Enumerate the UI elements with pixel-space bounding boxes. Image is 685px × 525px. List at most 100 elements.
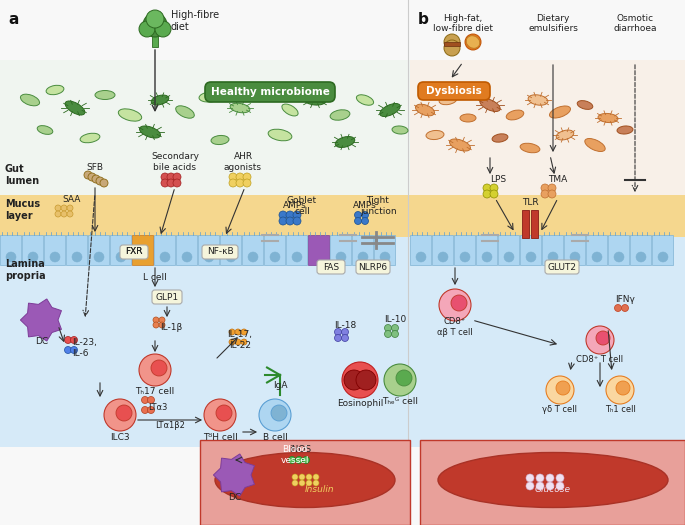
Bar	[608, 235, 629, 265]
Circle shape	[248, 252, 258, 262]
Circle shape	[55, 205, 61, 211]
Circle shape	[226, 252, 236, 262]
Circle shape	[592, 252, 602, 262]
Circle shape	[92, 175, 100, 183]
Circle shape	[483, 184, 491, 192]
Circle shape	[72, 252, 82, 262]
Circle shape	[416, 252, 426, 262]
Bar	[330, 235, 351, 265]
Circle shape	[299, 480, 305, 486]
Circle shape	[658, 252, 668, 262]
Circle shape	[64, 346, 71, 353]
Circle shape	[241, 339, 247, 345]
Ellipse shape	[230, 103, 250, 113]
Circle shape	[147, 396, 155, 404]
Polygon shape	[214, 454, 254, 496]
Bar	[476, 235, 497, 265]
Bar	[630, 235, 651, 265]
Text: LTα3: LTα3	[148, 404, 167, 413]
Circle shape	[153, 322, 159, 328]
Bar	[410, 60, 685, 200]
Circle shape	[342, 334, 349, 341]
Circle shape	[173, 179, 181, 187]
Text: TᴽH cell: TᴽH cell	[203, 433, 238, 442]
Circle shape	[556, 482, 564, 490]
Circle shape	[548, 252, 558, 262]
Bar	[454, 235, 475, 265]
Circle shape	[636, 252, 646, 262]
Circle shape	[344, 370, 364, 390]
Circle shape	[616, 381, 630, 395]
Polygon shape	[21, 299, 62, 341]
Bar	[520, 235, 541, 265]
Ellipse shape	[520, 143, 540, 153]
Text: Tₕₑᴳ cell: Tₕₑᴳ cell	[382, 397, 418, 406]
Bar	[410, 235, 431, 265]
Circle shape	[614, 252, 624, 262]
Circle shape	[64, 337, 71, 343]
Text: SAA: SAA	[62, 195, 80, 205]
Circle shape	[541, 184, 549, 192]
Bar	[522, 210, 529, 238]
Ellipse shape	[215, 453, 395, 508]
Text: Blood
vessel: Blood vessel	[281, 445, 309, 465]
Circle shape	[621, 304, 629, 311]
Circle shape	[139, 21, 155, 37]
Circle shape	[293, 211, 301, 219]
Text: LTα1β2: LTα1β2	[155, 421, 185, 429]
Circle shape	[182, 252, 192, 262]
Circle shape	[235, 329, 241, 335]
Bar	[405, 0, 685, 525]
Circle shape	[116, 252, 126, 262]
Circle shape	[541, 190, 549, 198]
Ellipse shape	[199, 92, 221, 102]
Bar	[176, 235, 197, 265]
Circle shape	[241, 329, 247, 335]
Text: Dysbiosis: Dysbiosis	[426, 86, 482, 96]
Text: b: b	[418, 12, 429, 27]
Circle shape	[84, 171, 92, 179]
Text: GLUT2: GLUT2	[547, 262, 577, 271]
Text: Osmotic
diarrhoea: Osmotic diarrhoea	[613, 14, 657, 34]
Circle shape	[396, 370, 412, 386]
Text: IL-10: IL-10	[384, 316, 406, 324]
Circle shape	[362, 217, 369, 225]
Ellipse shape	[119, 109, 142, 121]
Ellipse shape	[556, 130, 574, 140]
Text: NLRP6: NLRP6	[358, 262, 388, 271]
Circle shape	[61, 205, 67, 211]
Ellipse shape	[80, 133, 100, 143]
Ellipse shape	[460, 114, 476, 122]
Circle shape	[167, 173, 175, 181]
FancyBboxPatch shape	[152, 290, 182, 304]
FancyBboxPatch shape	[356, 260, 390, 274]
Circle shape	[483, 190, 491, 198]
Circle shape	[216, 405, 232, 421]
Ellipse shape	[528, 95, 548, 105]
Ellipse shape	[37, 125, 53, 134]
Ellipse shape	[492, 134, 508, 142]
Circle shape	[596, 331, 610, 345]
Circle shape	[536, 482, 544, 490]
FancyBboxPatch shape	[120, 245, 148, 259]
Circle shape	[292, 252, 302, 262]
Circle shape	[236, 173, 244, 181]
Ellipse shape	[439, 96, 457, 104]
Circle shape	[546, 376, 574, 404]
Circle shape	[67, 211, 73, 217]
Circle shape	[139, 354, 171, 386]
Circle shape	[526, 474, 534, 482]
Circle shape	[50, 252, 60, 262]
Text: Lamina
propria: Lamina propria	[5, 259, 46, 281]
Circle shape	[306, 474, 312, 480]
Ellipse shape	[330, 110, 350, 120]
Circle shape	[104, 399, 136, 431]
Circle shape	[295, 457, 303, 464]
Circle shape	[586, 326, 614, 354]
Circle shape	[271, 405, 287, 421]
Circle shape	[490, 184, 498, 192]
Circle shape	[293, 217, 301, 225]
Bar	[410, 237, 685, 447]
Text: Healthy microbiome: Healthy microbiome	[210, 87, 329, 97]
Bar	[0, 60, 410, 200]
